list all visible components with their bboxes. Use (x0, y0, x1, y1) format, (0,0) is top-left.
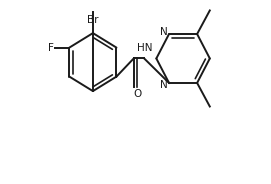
Text: N: N (160, 80, 167, 90)
Text: Br: Br (87, 15, 99, 25)
Text: HN: HN (137, 43, 152, 53)
Text: N: N (160, 27, 167, 37)
Text: O: O (134, 89, 142, 99)
Text: F: F (47, 43, 53, 53)
